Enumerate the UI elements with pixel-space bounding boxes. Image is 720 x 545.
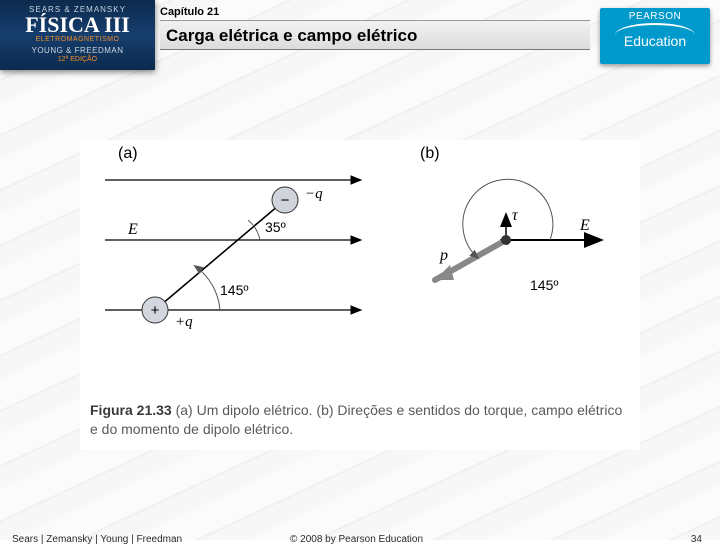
panel-b-label: (b)	[420, 145, 440, 162]
figure-panel: (a) E⃗ + +q − −q 35º 145º (b) E⃗ p⃗	[80, 140, 640, 450]
book-badge: SEARS & ZEMANSKY FÍSICA III ELETROMAGNET…	[0, 0, 155, 70]
plus-sign: +	[151, 302, 160, 319]
angle-145-label-a: 145º	[220, 282, 248, 298]
tau-label: τ⃗	[512, 207, 530, 224]
badge-edition: 12ª EDIÇÃO	[0, 56, 155, 63]
plus-q-label: +q	[175, 314, 193, 330]
caption-text-a: (a) Um dipolo elétrico.	[176, 402, 313, 418]
badge-sub: ELETROMAGNETISMO	[0, 36, 155, 43]
pearson-top: PEARSON	[600, 11, 710, 22]
E-label-b: E⃗	[579, 217, 602, 234]
p-vector-head	[435, 265, 454, 280]
header: SEARS & ZEMANSKY FÍSICA III ELETROMAGNET…	[0, 0, 720, 70]
p-label: p⃗	[439, 247, 460, 264]
tau-origin-dot	[501, 235, 511, 245]
caption-figlabel: Figura 21.33	[90, 402, 172, 418]
chapter-title: Carga elétrica e campo elétrico	[160, 20, 590, 50]
badge-title: FÍSICA III	[0, 12, 155, 38]
chapter-label: Capítulo 21	[160, 6, 219, 18]
panel-a-label: (a)	[118, 145, 138, 162]
angle-35-label: 35º	[265, 219, 286, 235]
figure-caption: Figura 21.33 (a) Um dipolo elétrico. (b)…	[80, 395, 640, 450]
pearson-bottom: Education	[600, 33, 710, 49]
angle-145-arc-b	[463, 179, 553, 258]
figure-svg: (a) E⃗ + +q − −q 35º 145º (b) E⃗ p⃗	[80, 140, 640, 390]
E-label-a: E⃗	[127, 221, 150, 238]
badge-authors: YOUNG & FREEDMAN	[0, 46, 155, 55]
minus-q-label: −q	[305, 186, 323, 202]
angle-145-label-b: 145º	[530, 277, 558, 293]
minus-sign: −	[281, 192, 290, 209]
pearson-logo: PEARSON Education	[600, 8, 710, 64]
